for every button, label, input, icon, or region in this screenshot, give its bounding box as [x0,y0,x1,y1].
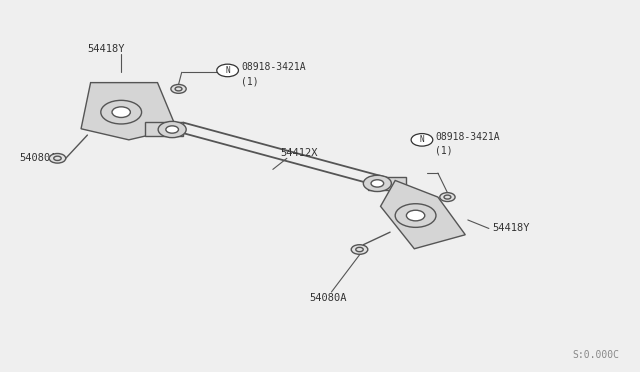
Polygon shape [81,83,177,140]
Circle shape [395,204,436,227]
Circle shape [440,193,455,202]
Circle shape [112,107,131,118]
Text: 08918-3421A: 08918-3421A [435,132,500,142]
Polygon shape [145,122,183,136]
Text: (1): (1) [241,77,259,87]
Circle shape [166,126,179,133]
Text: S:0.000C: S:0.000C [573,350,620,359]
Circle shape [444,195,451,199]
Circle shape [351,245,368,254]
Circle shape [217,64,239,77]
Text: N: N [225,66,230,75]
Circle shape [54,156,61,160]
Text: 08918-3421A: 08918-3421A [241,62,306,73]
Circle shape [406,210,425,221]
Text: 54418Y: 54418Y [492,224,529,234]
Circle shape [171,84,186,93]
Circle shape [175,87,182,91]
Circle shape [356,247,364,252]
Circle shape [364,175,392,192]
Text: N: N [420,135,424,144]
Text: 54080A: 54080A [19,153,57,163]
Text: 54418Y: 54418Y [88,44,125,54]
Polygon shape [368,177,406,190]
Text: 54412X: 54412X [280,148,318,158]
Circle shape [371,180,383,187]
Polygon shape [381,180,465,249]
Text: (1): (1) [435,146,453,156]
Circle shape [158,121,186,138]
Circle shape [411,134,433,146]
Circle shape [49,154,66,163]
Text: 54080A: 54080A [310,292,347,302]
Circle shape [100,100,141,124]
